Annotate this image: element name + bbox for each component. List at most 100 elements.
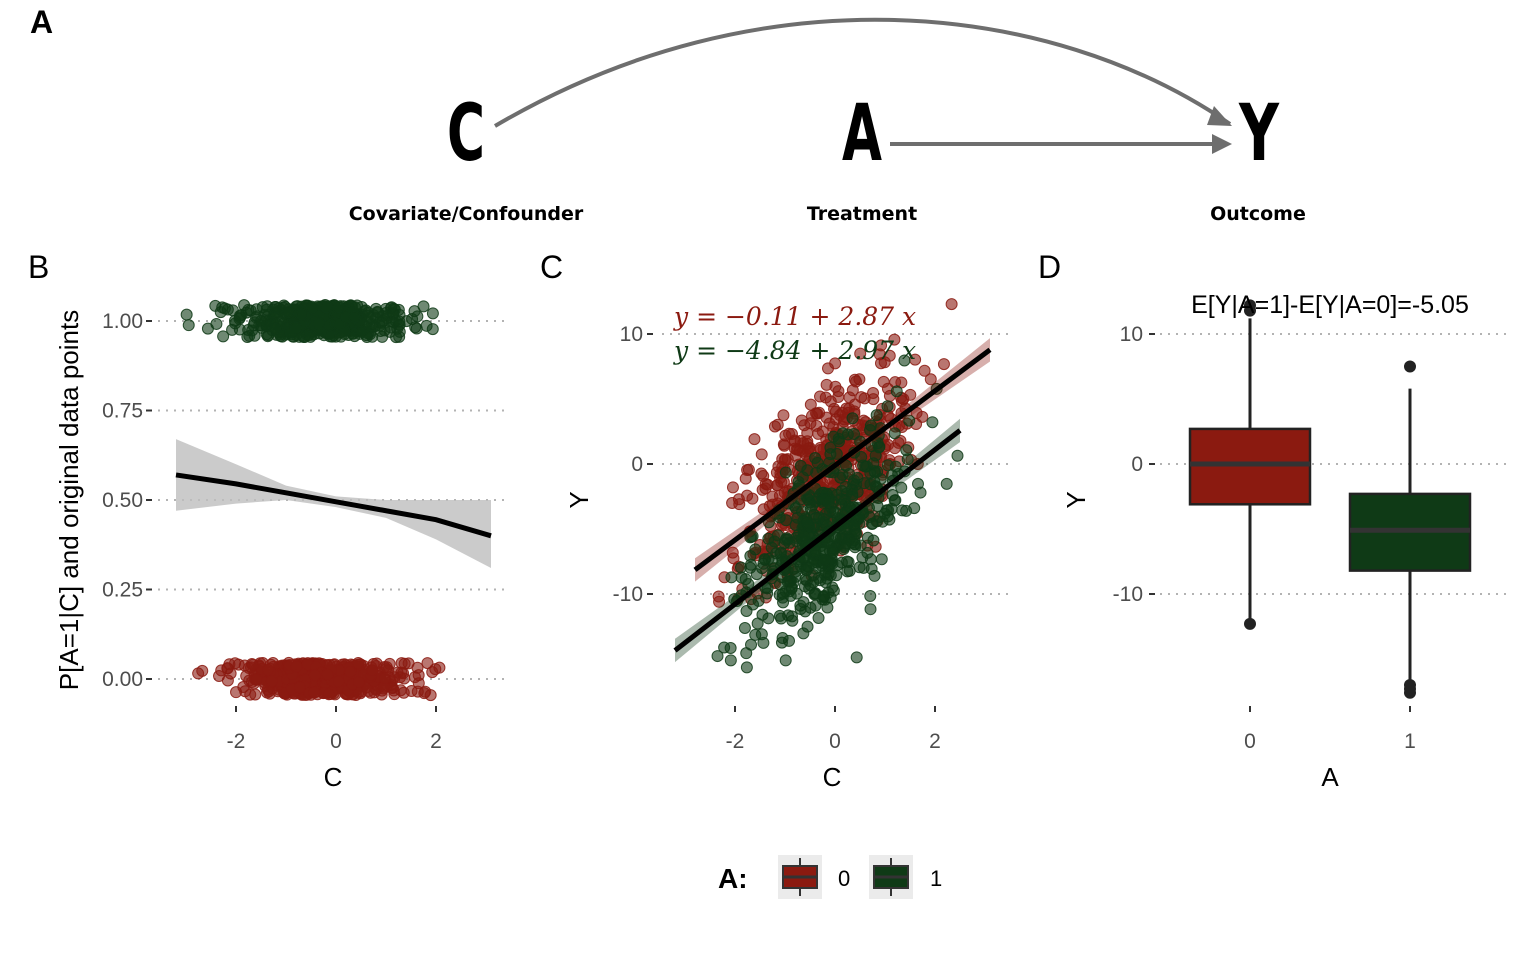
panel-c-point-a0 [777,409,790,422]
panel-c-point-a0 [888,442,901,455]
panel-c-point-a0 [874,357,887,370]
panel-c-point-a1 [746,530,759,543]
panel-c-point-a0 [788,442,801,455]
panel-d-x-tick-label: 1 [1404,730,1416,753]
panel-c-point-a0 [726,481,739,494]
panel-c-point-a1 [725,571,738,584]
panel-label-b: B [28,249,49,285]
panel-c-point-a1 [895,481,908,494]
panel-c-point-a1 [843,468,856,481]
dag-node-c: C [447,89,485,179]
panel-c-point-a1 [751,617,764,630]
panel-b-point-a1 [269,300,282,313]
panel-c-point-a0 [778,439,791,452]
panel-b-point-a0 [344,665,357,678]
panel-c-point-a0 [945,298,958,311]
panel-c-point-a1 [870,409,883,422]
panel-b-y-tick-label: 1.00 [102,310,143,333]
panel-c-point-a1 [773,511,786,524]
panel-c-point-a0 [814,390,827,403]
panel-c-point-a1 [773,609,786,622]
panel-c-point-a0 [883,349,896,362]
dag-node-y-label: Outcome [1210,203,1306,225]
panel-b-point-a0 [395,657,408,670]
panel-c-point-a1 [789,502,802,515]
panel-c-point-a0 [773,489,786,502]
panel-c-point-a0 [748,433,761,446]
panel-d-y-tick-label: 0 [1131,453,1143,476]
panel-c-y-tick-label: -10 [613,583,643,606]
panel-c-point-a1 [881,400,894,413]
panel-c-point-a1 [740,661,753,674]
panel-c-point-a1 [818,553,831,566]
panel-b-point-a0 [265,675,278,688]
panel-c-point-a1 [819,576,832,589]
panel-d-x-axis-title: A [1321,762,1339,792]
panel-c-point-a1 [836,427,849,440]
panel-b-point-a0 [433,661,446,674]
panel-c-point-a1 [771,529,784,542]
panel-c-point-a0 [924,373,937,386]
panel-b-point-a1 [320,301,333,314]
dag-arrowhead-c-to-y [1207,106,1232,126]
box-outlier-a0 [1244,299,1256,312]
panel-c-point-a1 [951,449,964,462]
panel-c-point-a1 [826,546,839,559]
box-outlier-a1 [1404,360,1416,373]
panel-c-point-a1 [718,641,731,654]
panel-c-point-a1 [790,587,803,600]
panel-c-point-a0 [832,390,845,403]
panel-c-point-a0 [916,410,929,423]
panel-b-point-a0 [321,668,334,681]
panel-b-point-a0 [322,688,335,701]
panel-b-point-a0 [308,669,321,682]
panel-b-point-a0 [352,656,365,669]
panel-c-point-a1 [900,444,913,457]
panel-c-point-a1 [822,496,835,509]
panel-b-point-a0 [215,664,228,677]
panel-b-point-a0 [293,681,306,694]
panel-c-point-a1 [898,354,911,367]
panel-b-point-a1 [180,308,193,321]
panel-d-chart: D Y A -10 0 10 0 1 E[Y|A=1]-E[Y|A=0]=-5.05 [1038,249,1510,792]
panel-b-point-a0 [412,669,425,682]
equation-group-0: y = −0.11 + 2.87 x [673,302,916,331]
panel-c-point-a1 [773,578,786,591]
panel-c-point-a1 [828,531,841,544]
panel-c-point-a0 [781,453,794,466]
panel-c-point-a1 [804,502,817,515]
panel-c-point-a1 [749,543,762,556]
panel-b-point-a1 [393,325,406,338]
panel-c-point-a1 [775,546,788,559]
box-outlier-a0 [1244,617,1256,630]
panel-label-d: D [1038,249,1061,285]
panel-c-point-a1 [867,457,880,470]
panel-c-point-a1 [871,500,884,513]
panel-c-point-a1 [875,553,888,566]
panel-b-y-tick-label: 0.75 [102,400,143,423]
panel-b-point-a1 [217,330,230,343]
panel-c-point-a0 [867,387,880,400]
panel-b-point-a1 [417,300,430,313]
panel-b-point-a1 [304,330,317,343]
panel-c-point-a1 [848,519,861,532]
panel-b-point-a0 [223,658,236,671]
panel-b-point-a0 [380,661,393,674]
panel-c-point-a0 [918,364,931,377]
panel-c-point-a1 [835,493,848,506]
dag-node-y: Y [1238,89,1280,179]
effect-annotation: E[Y|A=1]-E[Y|A=0]=-5.05 [1191,291,1469,319]
panel-c-point-a1 [761,582,774,595]
panel-c-point-a1 [888,494,901,507]
panel-b-y-tick-label: 0.25 [102,579,143,602]
panel-c-point-a1 [821,601,834,614]
panel-c-x-axis-title: C [823,762,842,792]
panel-c-point-a0 [755,467,768,480]
panel-b-chart: B P[A=1|C] and original data points C 0.… [28,249,510,792]
panel-c-point-a0 [820,411,833,424]
legend-label-1: 1 [930,866,942,891]
panel-b-point-a0 [352,675,365,688]
panel-c-point-a1 [813,511,826,524]
panel-c-point-a0 [810,407,823,420]
panel-b-point-a1 [410,322,423,335]
